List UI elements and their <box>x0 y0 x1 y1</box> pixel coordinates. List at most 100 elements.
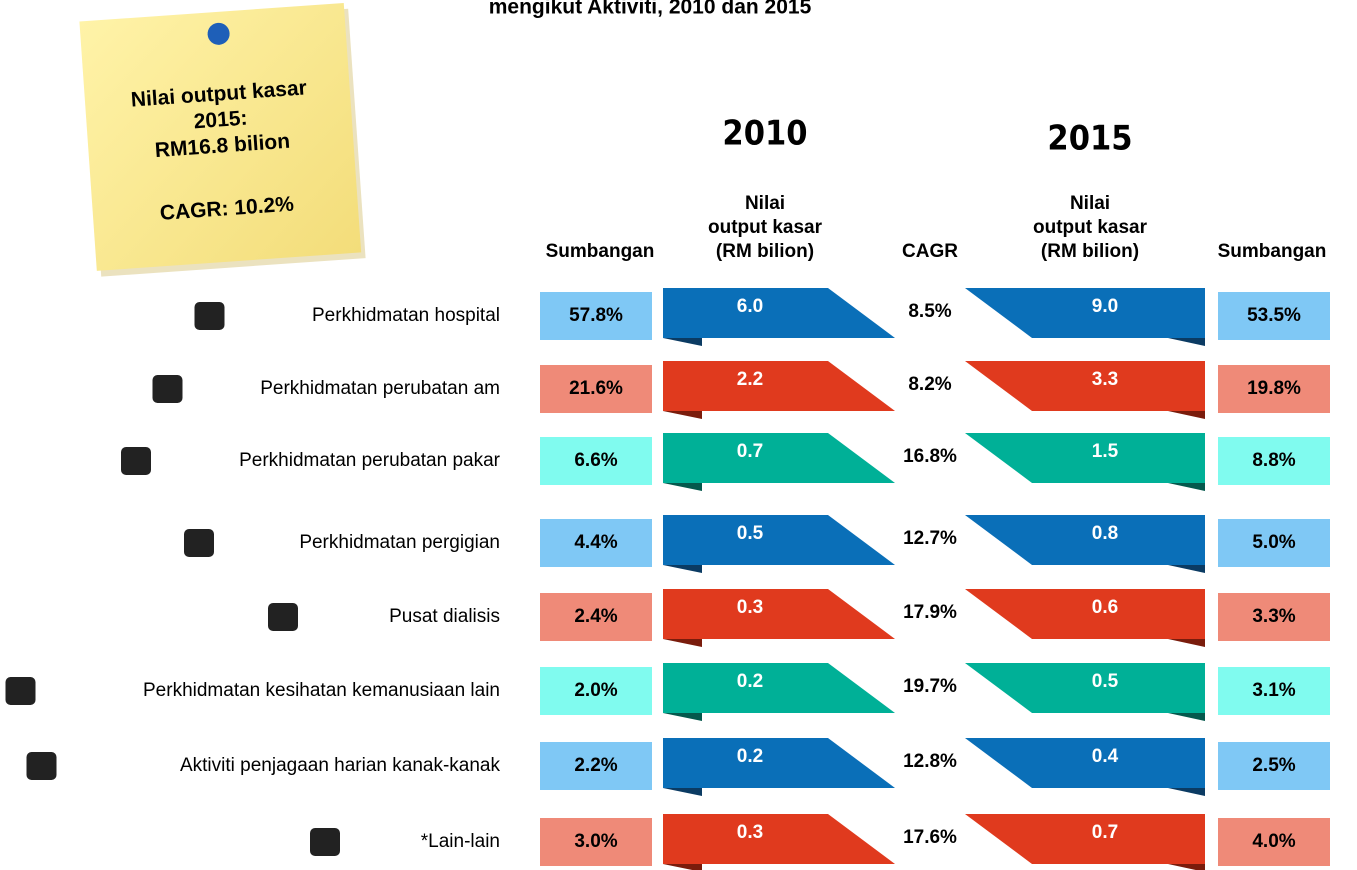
ribbon-fold <box>663 483 702 491</box>
ribbon-2010 <box>663 288 895 338</box>
value-2010: 0.3 <box>737 822 763 843</box>
ribbon-2015 <box>965 814 1205 864</box>
ribbon-2015 <box>965 663 1205 713</box>
share-box <box>1218 292 1330 340</box>
value-2015: 3.3 <box>1092 369 1118 390</box>
icon <box>184 529 214 557</box>
cagr: 12.7% <box>903 528 957 549</box>
share-2010: 6.6% <box>574 450 617 471</box>
ribbon-2010 <box>663 433 895 483</box>
cagr: 12.8% <box>903 751 957 772</box>
share-2015: 2.5% <box>1252 755 1295 776</box>
share-box <box>540 519 652 567</box>
share-box <box>540 593 652 641</box>
value-2010: 0.7 <box>737 441 763 462</box>
cagr: 17.9% <box>903 602 957 623</box>
cagr: 16.8% <box>903 446 957 467</box>
value-2015: 0.6 <box>1092 597 1118 618</box>
column-header: Nilai <box>745 193 785 214</box>
share-box <box>540 292 652 340</box>
column-header: output kasar <box>708 217 823 238</box>
ribbon-fold <box>1168 713 1205 721</box>
ribbon-fold <box>1168 411 1205 419</box>
value-2015: 9.0 <box>1092 296 1118 317</box>
ribbon-fold <box>1168 565 1205 573</box>
share-box <box>1218 519 1330 567</box>
share-box <box>1218 593 1330 641</box>
column-header: (RM bilion) <box>1041 241 1139 262</box>
ribbon-2015 <box>965 288 1205 338</box>
row-label: Perkhidmatan perubatan am <box>260 378 500 399</box>
value-2010: 2.2 <box>737 369 763 390</box>
share-2015: 5.0% <box>1252 532 1295 553</box>
icon <box>5 677 36 705</box>
title: mengikut Aktiviti, 2010 dan 2015 <box>489 0 812 19</box>
column-header: output kasar <box>1033 217 1148 238</box>
ribbon-fold <box>663 565 702 573</box>
column-header: Sumbangan <box>546 241 655 262</box>
share-box <box>1218 365 1330 413</box>
sticky-note: Nilai output kasar 2015: RM16.8 bilion C… <box>79 3 366 277</box>
ribbon-fold <box>1168 639 1205 647</box>
column-header: CAGR <box>902 241 958 262</box>
year: 2010 <box>722 114 807 154</box>
ribbon-fold <box>663 864 702 870</box>
icon <box>268 603 298 631</box>
share-2010: 2.2% <box>574 755 617 776</box>
share-2015: 3.1% <box>1252 680 1295 701</box>
note-line: 2015: <box>193 107 248 134</box>
share-2010: 4.4% <box>574 532 617 553</box>
share-box <box>1218 667 1330 715</box>
ribbon-2010 <box>663 738 895 788</box>
value-2015: 0.7 <box>1092 822 1118 843</box>
ribbon-2015 <box>965 515 1205 565</box>
share-2015: 4.0% <box>1252 831 1295 852</box>
ribbon-2010 <box>663 663 895 713</box>
ribbon-fold <box>663 639 702 647</box>
share-2015: 53.5% <box>1247 305 1301 326</box>
share-box <box>540 818 652 866</box>
year: 2015 <box>1047 119 1132 159</box>
cagr: 19.7% <box>903 676 957 697</box>
icon <box>310 828 340 856</box>
row-label: Perkhidmatan hospital <box>312 305 500 326</box>
share-2010: 2.0% <box>574 680 617 701</box>
ribbon-2010 <box>663 589 895 639</box>
row-label: Perkhidmatan pergigian <box>299 532 500 553</box>
share-2010: 3.0% <box>574 831 617 852</box>
value-2010: 0.2 <box>737 671 763 692</box>
share-2010: 57.8% <box>569 305 623 326</box>
share-2010: 21.6% <box>569 378 623 399</box>
share-2010: 2.4% <box>574 606 617 627</box>
cagr: 8.2% <box>908 374 951 395</box>
ribbon-2015 <box>965 361 1205 411</box>
value-2015: 0.4 <box>1092 746 1119 767</box>
row-label: Aktiviti penjagaan harian kanak-kanak <box>180 755 501 776</box>
ribbon-2010 <box>663 515 895 565</box>
column-header: Sumbangan <box>1218 241 1327 262</box>
icon <box>26 752 57 780</box>
share-box <box>540 742 652 790</box>
row-label: Perkhidmatan kesihatan kemanusiaan lain <box>143 680 500 701</box>
share-box <box>540 667 652 715</box>
icon <box>121 447 151 475</box>
share-2015: 19.8% <box>1247 378 1301 399</box>
share-box <box>1218 437 1330 485</box>
value-2010: 0.5 <box>737 523 764 544</box>
ribbon-fold <box>1168 788 1205 796</box>
ribbon-2015 <box>965 433 1205 483</box>
ribbon-2010 <box>663 814 895 864</box>
value-2010: 6.0 <box>737 296 763 317</box>
column-header: Nilai <box>1070 193 1110 214</box>
share-box <box>1218 742 1330 790</box>
ribbon-fold <box>663 338 702 346</box>
cagr: 8.5% <box>908 301 951 322</box>
column-header: (RM bilion) <box>716 241 814 262</box>
ribbon-fold <box>1168 483 1205 491</box>
share-box <box>1218 818 1330 866</box>
ribbon-2015 <box>965 589 1205 639</box>
icon <box>152 375 183 403</box>
pin <box>207 22 230 45</box>
icon <box>194 302 225 330</box>
